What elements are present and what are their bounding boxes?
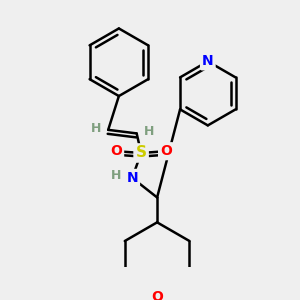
Text: O: O [110,144,122,158]
Text: H: H [91,122,101,135]
Text: N: N [202,54,214,68]
Text: H: H [111,169,122,182]
Text: N: N [126,171,138,185]
Text: O: O [160,144,172,158]
Text: S: S [136,146,147,160]
Text: O: O [151,290,163,300]
Text: H: H [144,125,154,138]
